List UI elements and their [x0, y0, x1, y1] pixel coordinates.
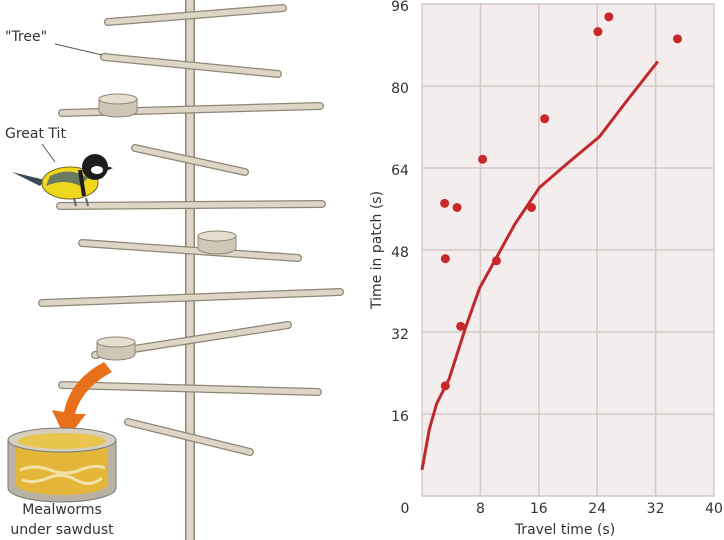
data-point [540, 114, 550, 124]
y-tick-label: 48 [391, 245, 409, 261]
y-tick-label: 32 [391, 327, 409, 343]
x-tick-label: 0 [401, 501, 410, 517]
data-point [593, 27, 603, 37]
y-tick-label: 96 [391, 0, 409, 15]
x-tick-label: 8 [476, 501, 485, 517]
data-point [456, 321, 466, 331]
y-tick-label: 80 [391, 81, 409, 97]
y-axis-title: Time in patch (s) [369, 191, 385, 310]
data-point [527, 202, 536, 212]
data-point [604, 12, 614, 22]
data-point [440, 381, 450, 391]
x-axis-title: Travel time (s) [514, 522, 615, 538]
data-point [440, 254, 450, 264]
y-tick-label: 16 [391, 409, 409, 425]
illustration: "Tree" Great Tit Mealworms under sawdust [5, 0, 344, 540]
feeder-label: under sawdust [10, 522, 114, 538]
x-tick-label: 16 [530, 501, 548, 517]
data-point [673, 34, 682, 44]
bird-label: Great Tit [5, 126, 66, 142]
data-point [491, 256, 501, 266]
x-tick-label: 40 [705, 501, 723, 517]
data-point [440, 198, 450, 208]
x-tick-label: 32 [647, 501, 665, 517]
data-point [478, 154, 488, 164]
x-tick-label: 24 [588, 501, 606, 517]
data-point [452, 202, 462, 212]
tree-label: "Tree" [5, 29, 47, 45]
feeder-label: Mealworms [22, 502, 102, 518]
chart: Travel time (s) Time in patch (s) 16 32 48… [369, 0, 723, 538]
y-tick-label: 64 [391, 163, 409, 179]
